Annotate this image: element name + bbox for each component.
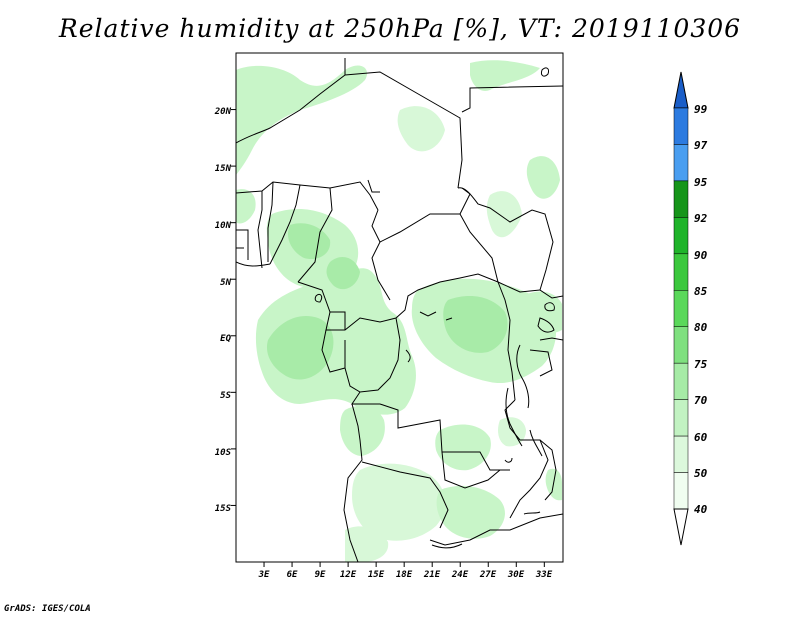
lat-label: EQ	[220, 334, 231, 344]
lat-label: 15N	[215, 164, 232, 174]
colorbar-segment	[673, 180, 689, 218]
map-frame	[235, 52, 564, 563]
colorbar-top-arrow	[673, 71, 689, 109]
map-title: Relative humidity at 250hPa [%], VT: 201…	[58, 14, 742, 43]
lon-label: 30E	[507, 570, 525, 580]
lon-label: 33E	[535, 570, 553, 580]
colorbar-label: 70	[694, 394, 708, 407]
colorbar-segment	[673, 399, 689, 437]
colorbar-segment	[673, 435, 689, 473]
colorbar-label: 90	[694, 249, 708, 262]
colorbar-segment	[673, 290, 689, 327]
colorbar-segment	[673, 107, 689, 145]
grads-credit: GrADS: IGES/COLA	[4, 604, 91, 614]
colorbar-label: 40	[694, 503, 708, 516]
colorbar-label: 97	[694, 139, 708, 152]
colorbar-label: 99	[694, 103, 708, 116]
colorbar-label: 60	[694, 431, 708, 444]
lon-label: 6E	[287, 570, 298, 580]
colorbar-label: 85	[694, 285, 708, 298]
colorbar-label: 50	[694, 467, 708, 480]
colorbar-bottom-arrow	[673, 508, 689, 546]
lon-label: 24E	[451, 570, 469, 580]
colorbar-label: 80	[694, 321, 708, 334]
lon-label: 9E	[315, 570, 326, 580]
lon-label: 18E	[396, 570, 413, 580]
lat-label: 10S	[215, 448, 232, 458]
colorbar-segment	[673, 144, 689, 182]
lon-label: 12E	[340, 570, 357, 580]
lat-label: 5S	[220, 391, 231, 401]
lon-label: 15E	[368, 570, 385, 580]
colorbar-segment	[673, 362, 689, 400]
colorbar-segment	[673, 326, 689, 364]
colorbar-segment	[673, 472, 689, 510]
lat-label: 5N	[220, 278, 231, 288]
colorbar: 99 97 95 92 90 85 80 75 70 60 50 40	[673, 71, 708, 546]
colorbar-label: 95	[694, 176, 708, 189]
colorbar-segment	[673, 217, 689, 255]
colorbar-segment	[673, 253, 689, 291]
latitude-labels: 20N 15N 10N 5N EQ 5S 10S 15S	[214, 107, 232, 514]
lon-label: 27E	[479, 570, 497, 580]
humidity-field	[236, 60, 562, 562]
longitude-labels: 3E 6E 9E 12E 15E 18E 21E 24E 27E 30E 33E	[258, 570, 553, 580]
lon-label: 3E	[258, 570, 270, 580]
colorbar-label: 92	[694, 212, 708, 225]
country-borders	[236, 58, 563, 562]
lon-label: 21E	[423, 570, 441, 580]
lat-label: 20N	[214, 107, 232, 117]
colorbar-label: 75	[694, 358, 708, 371]
lat-label: 15S	[215, 504, 232, 514]
lakes-and-coasts	[314, 67, 555, 515]
lat-label: 10N	[215, 221, 232, 231]
axis-ticks	[231, 109, 545, 567]
